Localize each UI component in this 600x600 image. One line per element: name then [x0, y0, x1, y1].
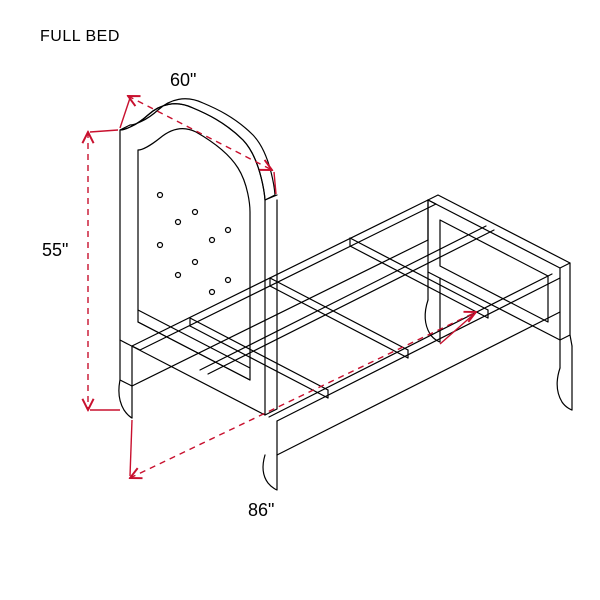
- tufting: [158, 193, 231, 295]
- dimension-lines: [88, 96, 476, 478]
- dim-length-label: 86": [248, 500, 274, 521]
- slats: [190, 238, 488, 398]
- dim-height-label: 55": [42, 240, 68, 261]
- bed-lineart: [119, 99, 572, 490]
- diagram-container: FULL BED: [0, 0, 600, 600]
- dim-width-label: 60": [170, 70, 196, 91]
- footboard: [425, 195, 572, 410]
- bed-drawing: [0, 0, 600, 600]
